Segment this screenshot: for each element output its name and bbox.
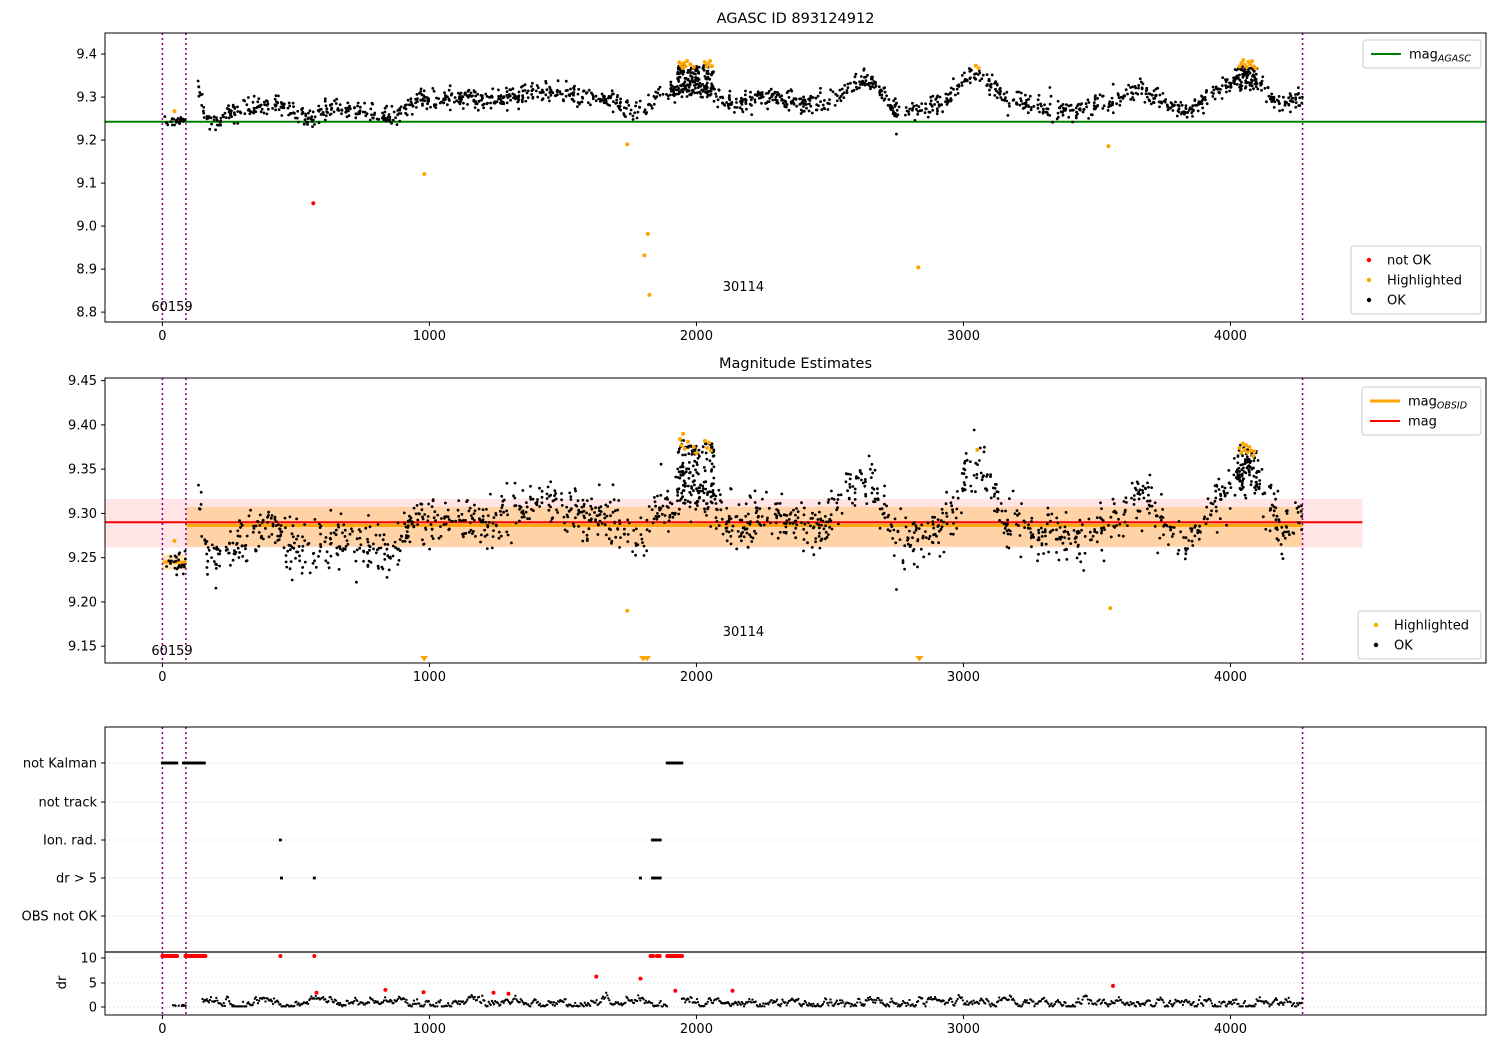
- obsid-annotation: 60159: [151, 300, 192, 315]
- flag-marks-row: [280, 876, 662, 880]
- flags-chart: 0 1000 2000 3000 4000 not Kalman not track Ion.…: [22, 726, 1487, 1037]
- y-tick-label: 9.30: [68, 507, 97, 522]
- x-tick-label: 3000: [947, 329, 980, 344]
- flag-row-label: not track: [38, 796, 97, 811]
- y-tick-label: 9.3: [76, 91, 97, 106]
- clipped-low-marker: [915, 656, 924, 662]
- x-tick-label: 2000: [680, 1022, 713, 1037]
- legend-box-top-tr: [1362, 39, 1482, 69]
- clipped-low-marker: [643, 656, 652, 662]
- dr-tick-label: 10: [80, 952, 97, 967]
- flag-row-label: OBS not OK: [22, 910, 98, 925]
- y-tick-label: 9.2: [76, 134, 97, 149]
- legend-label: OK: [1387, 294, 1406, 309]
- chart-title: Magnitude Estimates: [719, 356, 872, 372]
- legend-dot-sample: [1373, 622, 1379, 628]
- dr-axis-label: dr: [55, 975, 70, 989]
- legend-box-middle-tr: [1361, 386, 1482, 436]
- legend-box-top-br: [1350, 245, 1482, 315]
- x-tick-label: 1000: [413, 329, 446, 344]
- x-tick-label: 0: [158, 670, 166, 685]
- middle-chart: 60159 30114 0 1000 2000 3000 4000 9.15 9.20 9.25 9…: [68, 356, 1487, 685]
- y-tick-label: 9.40: [68, 418, 97, 433]
- y-tick-label: 9.0: [76, 220, 97, 235]
- not-ok-points: [311, 201, 316, 206]
- highlighted-points: [172, 58, 1258, 297]
- x-tick-label: 2000: [680, 670, 713, 685]
- legend-label: not OK: [1387, 254, 1432, 269]
- ok-points: [165, 428, 1304, 591]
- x-tick-label: 4000: [1214, 329, 1247, 344]
- x-tick-label: 3000: [947, 670, 980, 685]
- legend-label: OK: [1394, 639, 1413, 654]
- legend-dot-sample: [1366, 257, 1372, 263]
- axes-spines: [104, 377, 1487, 664]
- obsid-annotation: 30114: [723, 280, 764, 295]
- ok-points: [163, 63, 1304, 136]
- legend-box-middle-br: [1357, 610, 1482, 660]
- chart-title: AGASC ID 893124912: [717, 11, 875, 27]
- flag-row-label: Ion. rad.: [43, 834, 97, 849]
- y-tick-label: 9.1: [76, 177, 97, 192]
- x-tick-label: 1000: [413, 670, 446, 685]
- x-tick-label: 1000: [413, 1022, 446, 1037]
- top-chart: 60159 30114 0 1000 2000 3000 4000 8.8 8.9 9.0 9.1 9…: [76, 11, 1487, 344]
- axes-spines: [104, 726, 1487, 1016]
- dr-red-points: [160, 954, 1115, 996]
- x-tick-label: 0: [158, 1022, 166, 1037]
- flag-row-label: not Kalman: [23, 757, 97, 772]
- y-tick-label: 9.35: [68, 463, 97, 478]
- legend-label: mag: [1408, 415, 1437, 430]
- legend-label: Highlighted: [1394, 619, 1469, 634]
- clipped-low-marker: [420, 656, 429, 662]
- axes-spines: [104, 32, 1487, 323]
- obsid-annotation: 30114: [723, 625, 764, 640]
- dr-trace-points: [171, 991, 1304, 1008]
- obsid-annotation: 60159: [151, 644, 192, 659]
- x-tick-label: 3000: [947, 1022, 980, 1037]
- y-tick-label: 8.9: [76, 263, 97, 278]
- x-tick-label: 4000: [1214, 1022, 1247, 1037]
- y-tick-label: 8.8: [76, 306, 97, 321]
- dr-tick-label: 5: [89, 977, 97, 992]
- legend-dot-sample: [1373, 642, 1379, 648]
- legend-dot-sample: [1366, 277, 1372, 283]
- y-tick-label: 9.20: [68, 595, 97, 610]
- y-tick-label: 9.45: [68, 374, 97, 389]
- highlighted-points: [172, 431, 1257, 662]
- y-tick-label: 9.15: [68, 640, 97, 655]
- flag-row-label: dr > 5: [56, 872, 97, 887]
- flag-marks-row: [278, 838, 662, 842]
- y-tick-label: 9.25: [68, 551, 97, 566]
- flag-marks-row: [160, 761, 684, 765]
- legend-dot-sample: [1366, 297, 1372, 303]
- y-tick-label: 9.4: [76, 48, 97, 63]
- x-tick-label: 2000: [680, 329, 713, 344]
- x-tick-label: 4000: [1214, 670, 1247, 685]
- dr-tick-label: 0: [89, 1001, 97, 1016]
- legend-label: Highlighted: [1387, 274, 1462, 289]
- x-tick-label: 0: [158, 329, 166, 344]
